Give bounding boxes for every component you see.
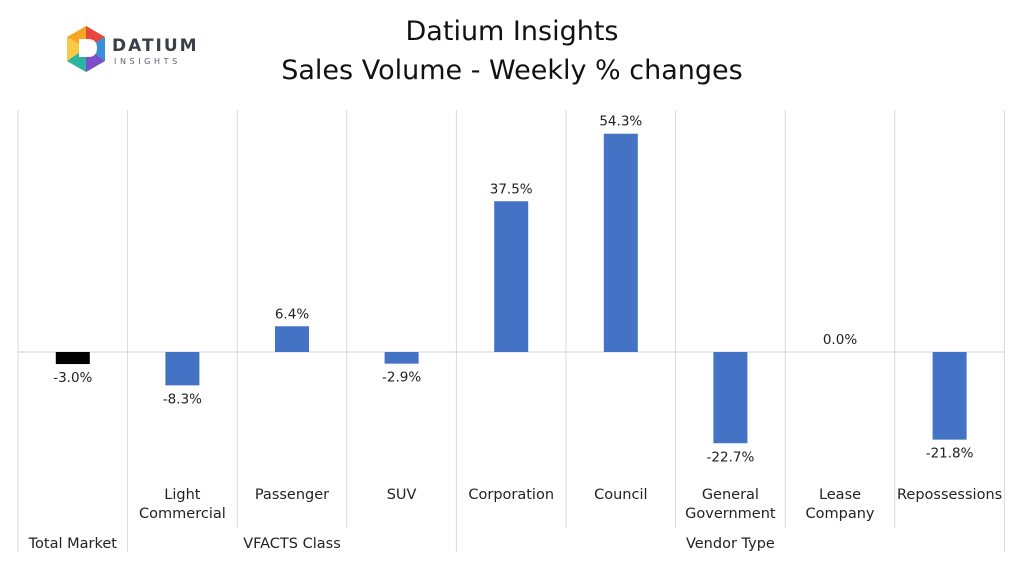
bar: [603, 133, 638, 352]
bar: [55, 352, 90, 365]
data-label: -8.3%: [163, 391, 202, 407]
chart-title-line-1: Datium Insights: [405, 16, 619, 47]
bar: [165, 352, 200, 386]
category-label: General: [702, 487, 759, 503]
data-label: 37.5%: [490, 181, 533, 197]
bar: [713, 352, 748, 444]
bar: [494, 201, 529, 352]
data-label: -21.8%: [926, 446, 974, 462]
bar: [275, 326, 309, 352]
bar: [384, 352, 419, 364]
data-label: 0.0%: [823, 332, 857, 348]
data-label: 6.4%: [275, 306, 309, 322]
category-label: Lease: [819, 487, 861, 503]
category-label: SUV: [387, 487, 417, 503]
logo-wordmark: DATIUM: [112, 36, 199, 56]
category-label: Passenger: [255, 487, 329, 503]
data-label: -22.7%: [707, 449, 755, 465]
category-label: Total Market: [28, 536, 118, 552]
category-label: Commercial: [139, 506, 226, 522]
bar: [932, 352, 967, 440]
group-label: Vendor Type: [686, 536, 775, 552]
category-label: Company: [806, 506, 875, 522]
datium-logo: DATIUM INSIGHTS: [64, 24, 204, 80]
chart-title-line-2: Sales Volume - Weekly % changes: [281, 55, 743, 86]
datium-logo-mark-icon: [67, 26, 105, 72]
category-label: Repossessions: [897, 487, 1002, 503]
category-label: Light: [164, 487, 201, 503]
category-label: Council: [594, 487, 647, 503]
logo-subtitle: INSIGHTS: [114, 57, 181, 66]
category-label: Corporation: [468, 487, 554, 503]
data-label: -3.0%: [53, 370, 92, 386]
group-label: VFACTS Class: [243, 536, 341, 552]
data-label: -2.9%: [382, 370, 421, 386]
category-label: Government: [685, 506, 776, 522]
data-label: 54.3%: [599, 114, 642, 130]
